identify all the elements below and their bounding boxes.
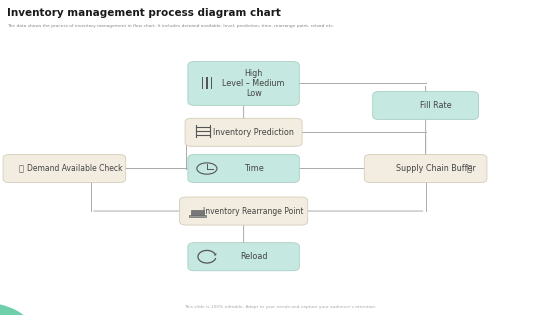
FancyBboxPatch shape	[373, 91, 478, 119]
Circle shape	[0, 302, 34, 315]
Bar	[202, 77, 203, 89]
FancyBboxPatch shape	[188, 62, 299, 105]
Bar	[206, 77, 208, 89]
Text: 🏭: 🏭	[466, 164, 472, 173]
Text: Reload: Reload	[240, 252, 268, 261]
Text: Inventory Prediction: Inventory Prediction	[213, 128, 294, 137]
Text: Demand Available Check: Demand Available Check	[27, 164, 122, 173]
Text: 🔒: 🔒	[18, 164, 24, 173]
Text: High
Level – Medium
Low: High Level – Medium Low	[222, 69, 285, 98]
Bar	[190, 210, 204, 215]
FancyBboxPatch shape	[179, 197, 307, 225]
FancyBboxPatch shape	[188, 243, 299, 271]
Text: The data shows the process of inventory management in flow chart. It includes de: The data shows the process of inventory …	[7, 24, 334, 28]
Circle shape	[0, 314, 12, 315]
Text: Time: Time	[244, 164, 264, 173]
Text: This slide is 100% editable. Adapt to your needs and capture your audience’s att: This slide is 100% editable. Adapt to yo…	[184, 305, 376, 309]
FancyBboxPatch shape	[364, 155, 487, 183]
Text: Supply Chain Buffer: Supply Chain Buffer	[396, 164, 475, 173]
FancyBboxPatch shape	[3, 155, 125, 183]
FancyBboxPatch shape	[188, 155, 299, 183]
FancyBboxPatch shape	[185, 118, 302, 146]
Bar	[211, 77, 212, 89]
Text: Inventory management process diagram chart: Inventory management process diagram cha…	[7, 8, 281, 18]
Text: Fill Rate: Fill Rate	[420, 101, 451, 110]
Bar	[189, 215, 206, 217]
Text: Inventory Rearrange Point: Inventory Rearrange Point	[203, 207, 304, 215]
